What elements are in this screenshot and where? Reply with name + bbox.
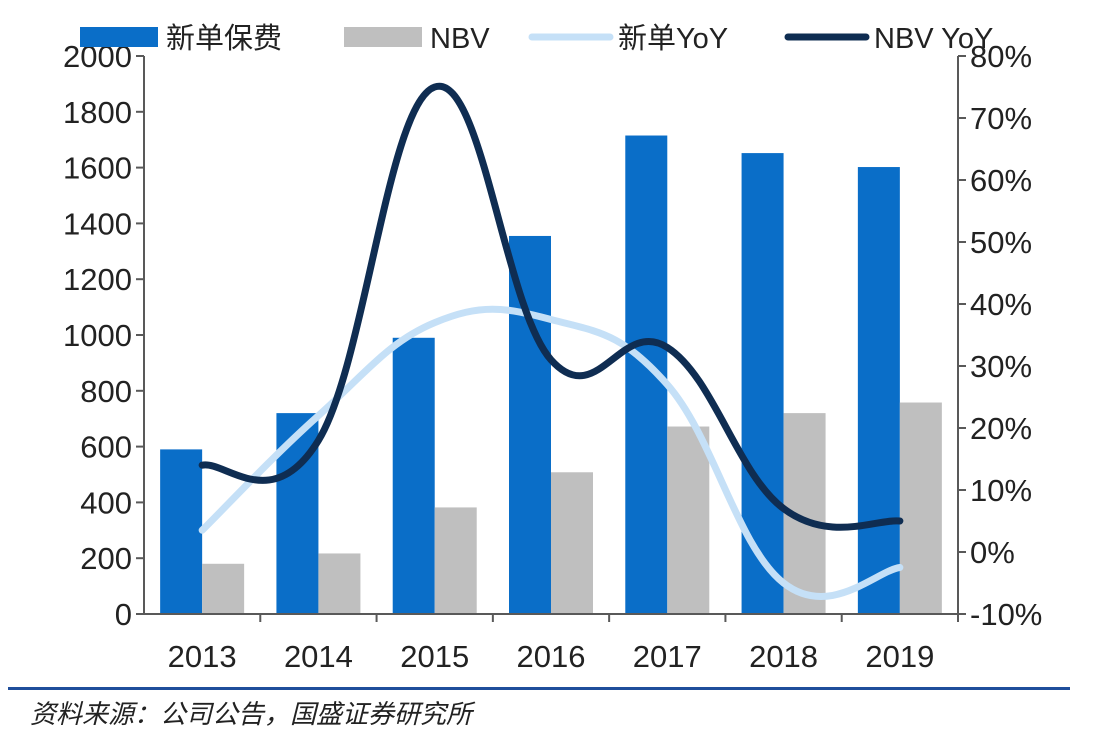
right-axis-tick-label: 60% (970, 163, 1032, 198)
left-axis-tick-label: 200 (80, 541, 132, 576)
legend-new-premium-label: 新单保费 (166, 22, 282, 55)
new-premium-bar (857, 167, 900, 615)
right-axis-tick-label: 70% (970, 101, 1032, 136)
x-axis-tick-label: 2018 (749, 639, 818, 674)
left-axis-tick-label: 1600 (63, 151, 132, 186)
nbv-bar (202, 563, 245, 614)
left-axis-tick-label: 800 (80, 374, 132, 409)
new-premium-bar (509, 235, 551, 614)
left-axis-tick-label: 1800 (63, 95, 132, 130)
left-axis-tick-label: 1200 (63, 262, 132, 297)
nbv-bar (434, 507, 477, 614)
legend-nbv-label: NBV (430, 23, 490, 55)
right-axis-tick-label: 50% (970, 225, 1032, 260)
left-axis-tick-label: 1000 (63, 318, 132, 353)
right-axis-tick-label: 10% (970, 473, 1032, 508)
right-axis-tick-label: 0% (970, 535, 1015, 570)
axes-layer: 0200400600800100012001400160018002000-10… (63, 39, 1042, 674)
right-axis-tick-label: -10% (970, 597, 1042, 632)
legend-new-premium-swatch (80, 27, 158, 47)
x-axis-tick-label: 2017 (633, 639, 702, 674)
nbv-yoy-line (198, 83, 904, 531)
new-premium-bar (160, 449, 203, 614)
new-premium-bar (741, 153, 784, 615)
left-axis-tick-label: 0 (115, 597, 132, 632)
nbv-bar (551, 472, 593, 614)
x-axis-tick-label: 2014 (284, 639, 353, 674)
right-axis-tick-label: 30% (970, 349, 1032, 384)
left-axis-tick-label: 1400 (63, 206, 132, 241)
new-premium-bar (392, 337, 435, 614)
nbv-bar (899, 402, 942, 614)
right-axis-tick-label: 20% (970, 411, 1032, 446)
source-divider (8, 687, 1070, 690)
line-layer (198, 83, 904, 600)
source-note: 资料来源：公司公告，国盛证券研究所 (30, 700, 473, 730)
right-axis-tick-label: 80% (970, 39, 1032, 74)
new-premium-bar (276, 413, 319, 614)
bar-layer (160, 135, 942, 615)
legend-nbv-yoy-label: NBV YoY (874, 23, 993, 55)
left-axis-tick-label: 600 (80, 430, 132, 465)
x-axis-tick-label: 2013 (168, 639, 237, 674)
x-axis-tick-label: 2019 (865, 639, 934, 674)
x-axis-tick-label: 2015 (400, 639, 469, 674)
nbv-bar (667, 426, 710, 614)
nbv-bar (318, 553, 361, 614)
combo-chart: 0200400600800100012001400160018002000-10… (63, 22, 1042, 674)
legend: 新单保费 NBV 新单YoY NBV YoY (80, 22, 993, 55)
legend-nbv-swatch (344, 27, 422, 47)
legend-new-yoy-label: 新单YoY (618, 22, 728, 55)
left-axis-tick-label: 400 (80, 485, 132, 520)
right-axis-tick-label: 40% (970, 287, 1032, 322)
x-axis-tick-label: 2016 (517, 639, 586, 674)
